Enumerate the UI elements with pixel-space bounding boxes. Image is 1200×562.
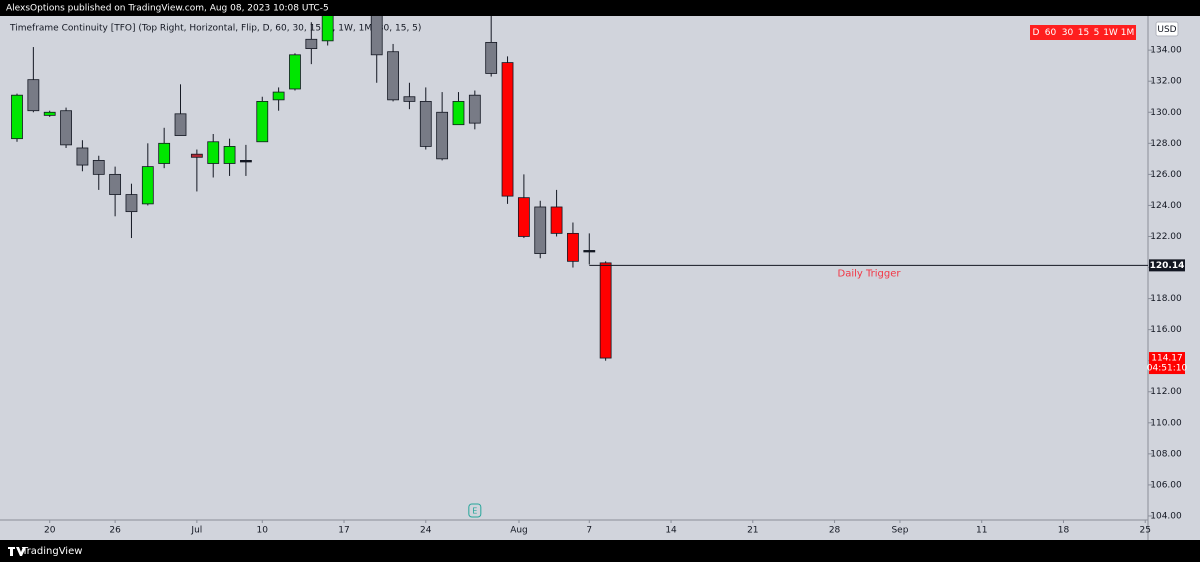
candle-body xyxy=(501,62,514,197)
price-line-label: 120.14 xyxy=(1150,261,1185,271)
candle-body xyxy=(223,146,236,164)
y-tick-label: 112.00 xyxy=(1150,387,1182,397)
candle-body xyxy=(387,51,399,101)
timeframe-cell xyxy=(1042,25,1059,40)
x-tick-label: 21 xyxy=(747,526,758,536)
y-tick-label: 122.00 xyxy=(1150,232,1182,242)
plot xyxy=(11,16,612,361)
y-tick-label: 118.00 xyxy=(1150,294,1182,304)
event-marker xyxy=(468,503,482,518)
x-tick-label: 24 xyxy=(420,526,432,536)
candle-body xyxy=(125,194,138,213)
candle-body xyxy=(60,110,72,146)
y-tick-label: 116.00 xyxy=(1150,325,1182,335)
timeframe-label: D xyxy=(1033,28,1040,38)
candle-body xyxy=(534,206,547,254)
x-tick-label: 17 xyxy=(338,526,349,536)
x-tick-label: 10 xyxy=(257,526,269,536)
candle-body xyxy=(599,262,612,359)
x-tick-label: Sep xyxy=(891,526,908,536)
candle-body xyxy=(436,111,449,160)
timeframe-label: 5 xyxy=(1094,28,1100,38)
price-line-text: Daily Trigger xyxy=(838,268,902,279)
timeframe-cell xyxy=(1091,25,1102,40)
price-line-tag xyxy=(1149,259,1185,272)
x-tick-label: 25 xyxy=(1139,526,1150,536)
candle-body xyxy=(11,94,23,140)
y-tick-label: 134.00 xyxy=(1150,46,1182,56)
timeframe-cell xyxy=(1076,25,1091,40)
x-tick-label: Jul xyxy=(190,526,202,536)
currency: USD xyxy=(1157,25,1176,35)
header-text: AlexsOptions published on TradingView.co… xyxy=(6,4,329,14)
countdown: 04:51:10 xyxy=(1147,364,1188,374)
footer-brand: TradingView xyxy=(21,546,82,557)
candle-body xyxy=(207,141,220,164)
candle-body xyxy=(141,166,154,205)
x-tick-label: Aug xyxy=(510,526,528,536)
candle-body xyxy=(583,250,596,253)
candle-body xyxy=(403,96,416,102)
candle-body xyxy=(43,111,56,116)
candle-body xyxy=(485,41,498,74)
timeframe-label: 30 xyxy=(1062,28,1074,38)
timeframe-label: 60 xyxy=(1045,28,1057,38)
candle-body xyxy=(109,173,122,195)
x-tick-label: 20 xyxy=(44,526,56,536)
timeframe-label: 15 xyxy=(1078,28,1089,38)
x-tick-label: 28 xyxy=(829,526,841,536)
y-tick-label: 110.00 xyxy=(1150,418,1182,428)
x-tick-label: 14 xyxy=(665,526,677,536)
y-tick-label: 124.00 xyxy=(1150,201,1182,211)
candle-body xyxy=(158,142,171,164)
y-tick-label: 104.00 xyxy=(1150,511,1182,521)
candle-body xyxy=(256,100,269,143)
x-tick-label: 11 xyxy=(976,526,987,536)
timeframe-cell xyxy=(1102,25,1119,40)
header-bar xyxy=(0,0,1200,16)
candle-body xyxy=(76,147,89,166)
candle-body xyxy=(27,79,40,112)
candle-body xyxy=(550,206,563,234)
y-tick-label: 106.00 xyxy=(1150,480,1182,490)
candle-body xyxy=(305,38,318,50)
y-tick-label: 108.00 xyxy=(1150,449,1182,459)
currency-box[interactable] xyxy=(1155,21,1179,37)
x-tick-label: 7 xyxy=(586,526,592,536)
timeframe-cell xyxy=(1119,25,1136,40)
candle-body xyxy=(452,100,465,126)
timeframe-label: 1W xyxy=(1103,28,1118,38)
timeframe-cell xyxy=(1059,25,1076,40)
candle-body xyxy=(240,159,252,163)
candle-body xyxy=(92,159,105,175)
footer-bar xyxy=(0,540,1200,562)
candle-body xyxy=(468,94,481,124)
candle-body xyxy=(321,16,334,42)
candle-body xyxy=(419,100,432,147)
event-marker-label: E xyxy=(472,507,477,516)
y-tick-label: 130.00 xyxy=(1150,108,1182,118)
y-tick-label: 128.00 xyxy=(1150,139,1182,149)
candle-body xyxy=(517,197,530,237)
candle-body xyxy=(289,54,301,90)
footer-logo xyxy=(8,547,26,556)
candle-body xyxy=(272,91,285,101)
timeframe-label: 1M xyxy=(1121,28,1135,38)
x-tick-label: 26 xyxy=(109,526,121,536)
y-tick-label: 126.00 xyxy=(1150,170,1182,180)
y-tick-label: 132.00 xyxy=(1150,77,1182,87)
candle-body xyxy=(567,232,579,262)
last-price-label: 114.17 xyxy=(1151,354,1183,364)
last-price-tag xyxy=(1149,352,1185,375)
indicator-legend: Timeframe Continuity [TFO] (Top Right, H… xyxy=(9,24,421,34)
timeframe-cell xyxy=(1030,25,1042,40)
candle-body xyxy=(190,153,203,158)
x-tick-label: 18 xyxy=(1058,526,1070,536)
candle-body xyxy=(174,113,187,136)
candle-body xyxy=(370,16,383,56)
